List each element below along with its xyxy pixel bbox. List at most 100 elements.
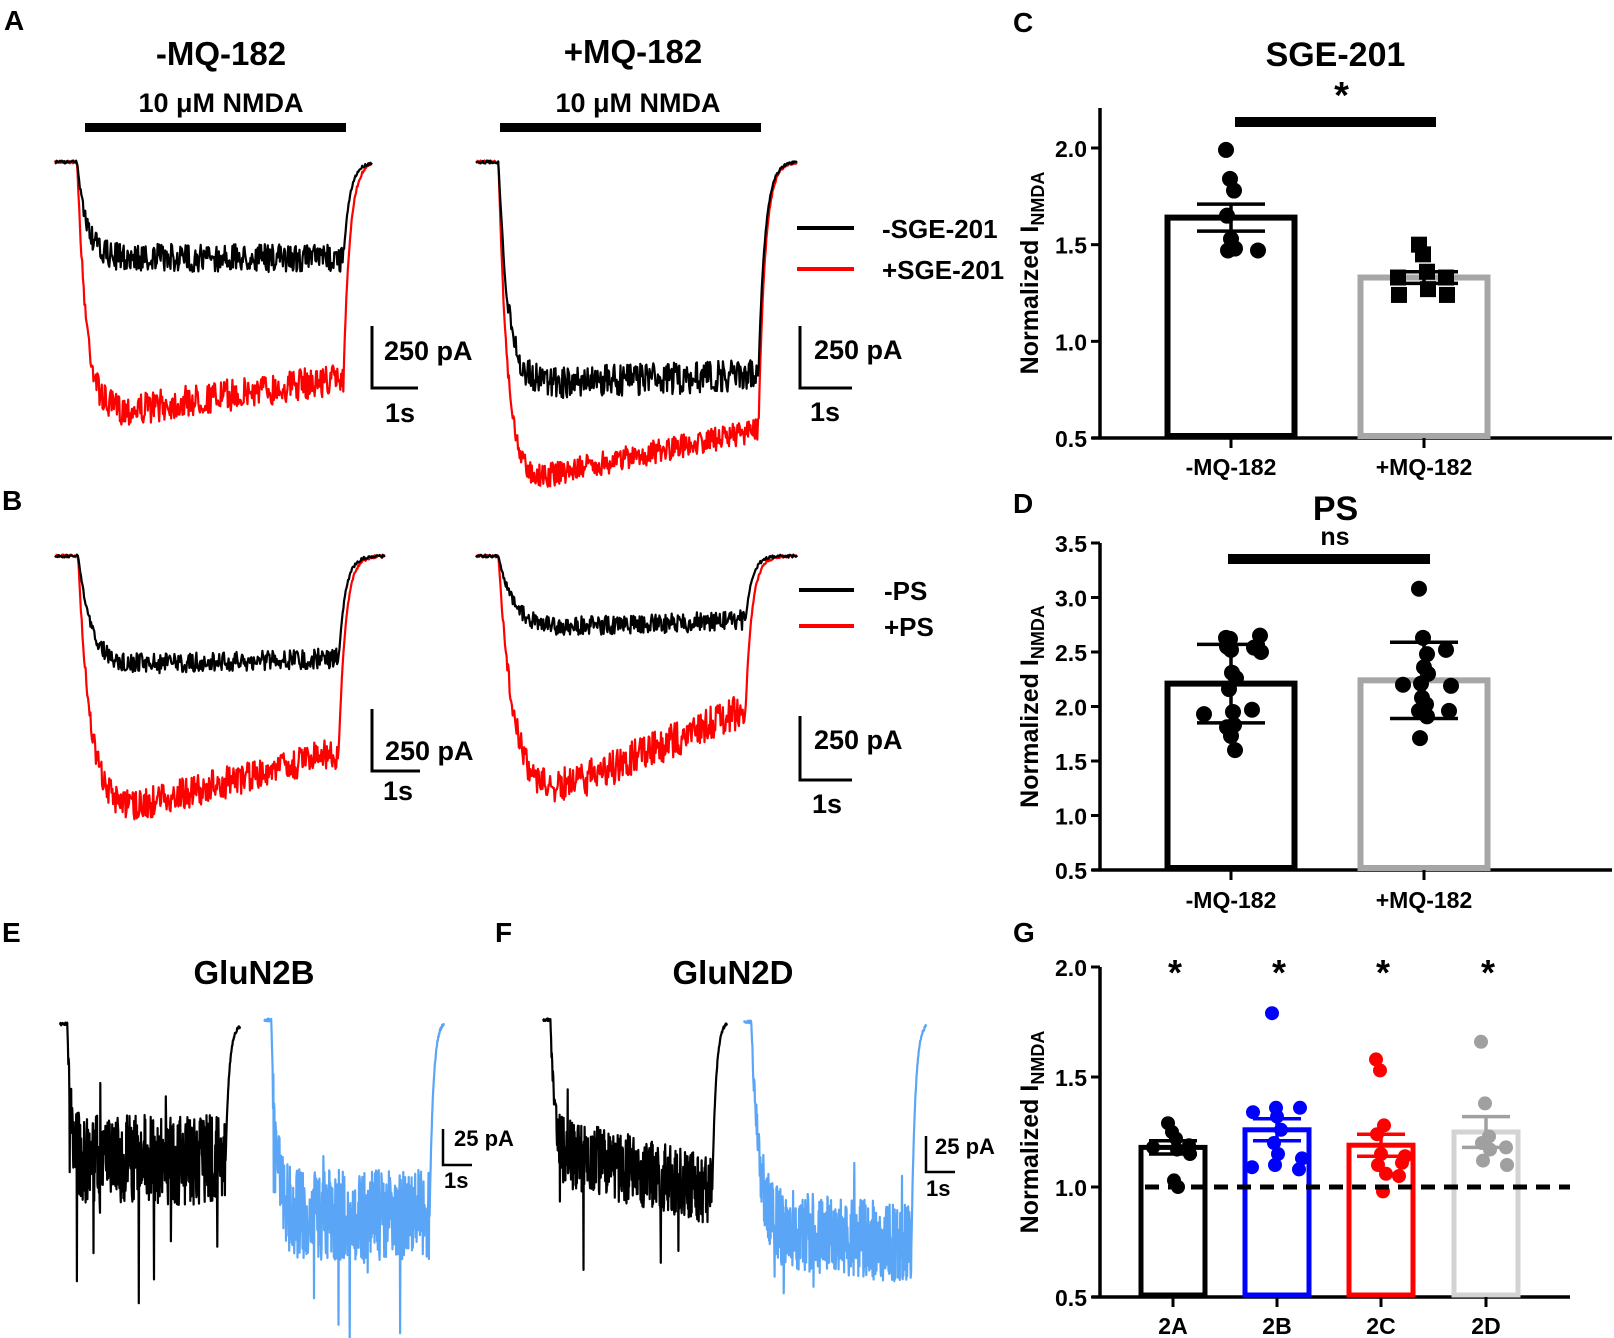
trace-f-control: [542, 1017, 729, 1272]
data-point: [1218, 141, 1234, 158]
y-tick-label: 2.0: [1055, 136, 1087, 162]
panel-label-b: B: [2, 485, 22, 516]
significance-bar: [1228, 554, 1430, 564]
panel-f-title: GluN2D: [672, 954, 793, 991]
panel-a-right-agonist: 10 μM NMDA: [555, 88, 720, 118]
x-tick-label: 2D: [1471, 1313, 1500, 1338]
scale-current-label: 25 pA: [454, 1126, 514, 1151]
y-tick-label: 0.5: [1055, 426, 1087, 452]
data-point: [1476, 1153, 1490, 1168]
data-point: [1221, 681, 1237, 698]
trace-b-left-plus-ps: [54, 553, 386, 821]
y-tick-label: 0.5: [1055, 1285, 1087, 1311]
panel-label-a: A: [4, 5, 24, 36]
data-point: [1438, 269, 1454, 286]
scale-current-label: 250 pA: [814, 725, 903, 755]
data-point: [1439, 286, 1455, 303]
y-axis-label: Normalized INMDA: [1016, 172, 1048, 375]
significance-label: *: [1481, 952, 1495, 993]
data-point: [1443, 677, 1459, 694]
y-axis-label: Normalized INMDA: [1016, 1031, 1048, 1234]
trace-a-left-plus-sge201: [53, 159, 373, 426]
bar--mq-182: [1357, 274, 1491, 439]
data-point: [1415, 246, 1431, 263]
data-point: [1268, 1158, 1282, 1172]
scale-current-label: 250 pA: [385, 736, 474, 766]
scale-time-label: 1s: [385, 398, 415, 428]
y-tick-label: 2.0: [1055, 955, 1087, 981]
scale-bar-f: 25 pA 1s: [924, 1134, 995, 1201]
data-point: [1227, 742, 1243, 759]
x-tick-label: 2C: [1366, 1313, 1395, 1338]
legend-label-plus-sge201: +SGE-201: [882, 255, 1004, 285]
trace-f-sge201: [742, 1019, 928, 1295]
scale-time-label: 1s: [810, 397, 840, 427]
y-tick-label: 3.5: [1055, 531, 1087, 557]
scale-time-label: 1s: [812, 789, 842, 819]
trace-a-right-plus-sge201: [475, 159, 798, 488]
data-point: [1250, 242, 1266, 259]
data-point: [1391, 286, 1407, 303]
panel-label-g: G: [1013, 917, 1035, 948]
data-point: [1252, 627, 1268, 644]
error-bar: [1462, 1114, 1510, 1150]
y-tick-label: 1.5: [1055, 1065, 1087, 1091]
trace-b-right-minus-ps: [475, 553, 798, 636]
legend-label-minus-sge201: -SGE-201: [882, 214, 998, 244]
y-axis-label-subscript: NMDA: [1028, 1031, 1048, 1085]
chart-title: SGE-201: [1266, 36, 1406, 74]
scale-time-label: 1s: [383, 776, 413, 806]
scale-current-label: 250 pA: [384, 336, 473, 366]
significance-label: ns: [1320, 523, 1349, 551]
trace-a-left-minus-sge201: [54, 159, 373, 274]
panel-label-e: E: [2, 917, 21, 948]
data-point: [1392, 1169, 1406, 1183]
x-tick-label: -MQ-182: [1186, 454, 1277, 480]
scale-current-label: 25 pA: [935, 1134, 995, 1159]
chart-d: 0.5 1.0 1.5 2.0 2.5 3.0 3.5 Normalized INMDA PSn…: [1016, 490, 1612, 913]
error-bar: [1390, 269, 1458, 286]
panel-a-left-title: -MQ-182: [156, 35, 286, 72]
significance-bar: [1235, 117, 1436, 127]
trace-a-right-minus-sge201: [475, 159, 798, 400]
x-tick-label: 2B: [1262, 1313, 1291, 1338]
y-tick-label: 1.0: [1055, 329, 1087, 355]
chart-title: PS: [1313, 490, 1358, 528]
error-bar: [1253, 1117, 1301, 1143]
data-point: [1226, 182, 1242, 199]
y-tick-label: 2.5: [1055, 640, 1087, 666]
data-point: [1246, 639, 1262, 656]
data-point: [1225, 703, 1241, 720]
y-axis-label: Normalized INMDA: [1016, 605, 1048, 808]
significance-label: *: [1272, 952, 1286, 993]
bar-2a: [1138, 1144, 1208, 1298]
data-point: [1411, 580, 1427, 597]
error-bar: [1149, 1139, 1197, 1156]
scale-bar-a-left: 250 pA 1s: [370, 326, 473, 428]
significance-label: *: [1334, 75, 1349, 117]
nmda-application-bar-left: [85, 123, 346, 132]
chart-c: 0.5 1.0 1.5 2.0 Normalized INMDA SGE-201* -MQ-…: [1016, 36, 1612, 480]
scale-bar-b-right: 250 pA 1s: [798, 716, 903, 819]
scale-bar-e: 25 pA 1s: [441, 1126, 514, 1193]
y-tick-label: 1.5: [1055, 749, 1087, 775]
scale-bar-b-left: 250 pA 1s: [370, 709, 474, 806]
trace-e-sge201: [263, 1017, 445, 1338]
panel-a-right-title: +MQ-182: [564, 33, 702, 70]
trace-b-right-plus-ps: [475, 553, 798, 803]
data-point: [1220, 242, 1236, 259]
error-bar: [1197, 642, 1265, 725]
data-point: [1412, 730, 1428, 747]
data-point: [1245, 1160, 1259, 1175]
data-point: [1395, 676, 1411, 693]
y-axis-label-subscript: NMDA: [1028, 605, 1048, 659]
trace-b-left-minus-ps: [54, 553, 386, 675]
panel-a-left-agonist: 10 μM NMDA: [138, 88, 303, 118]
data-point: [1271, 1147, 1285, 1161]
x-tick-label: -MQ-182: [1186, 887, 1277, 913]
panel-label-d: D: [1013, 488, 1033, 519]
scale-current-label: 250 pA: [814, 335, 903, 365]
legend-label-plus-ps: +PS: [884, 612, 934, 642]
